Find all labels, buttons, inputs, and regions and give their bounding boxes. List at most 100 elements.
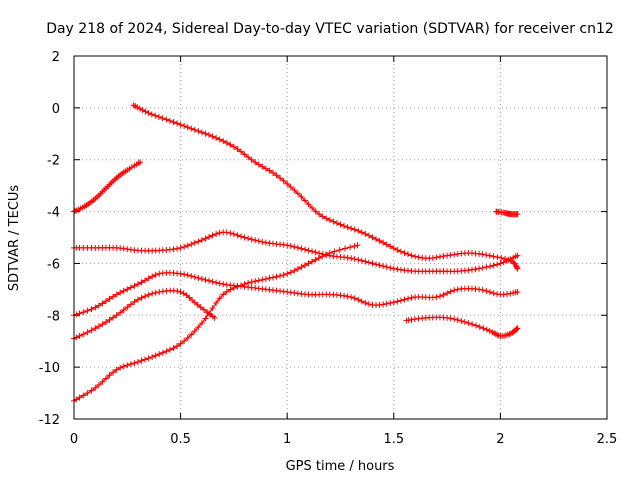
data-point-marker bbox=[84, 390, 91, 397]
data-point-marker bbox=[252, 159, 259, 166]
data-point-marker bbox=[319, 253, 326, 260]
data-point-marker bbox=[483, 264, 490, 271]
data-point-marker bbox=[294, 244, 301, 251]
data-point-marker bbox=[337, 221, 344, 228]
series-arc-6 bbox=[71, 242, 361, 404]
data-point-marker bbox=[127, 361, 134, 368]
data-point-marker bbox=[277, 272, 284, 279]
data-point-marker bbox=[344, 254, 351, 261]
data-point-marker bbox=[351, 255, 358, 262]
data-point-marker bbox=[195, 238, 202, 245]
data-point-marker bbox=[142, 108, 149, 115]
data-point-marker bbox=[152, 271, 159, 278]
data-point-marker bbox=[454, 316, 461, 323]
data-point-marker bbox=[333, 220, 340, 227]
data-point-marker bbox=[259, 163, 266, 170]
data-point-marker bbox=[198, 237, 205, 244]
data-point-marker bbox=[220, 138, 227, 145]
data-point-marker bbox=[92, 325, 99, 332]
data-point-marker bbox=[351, 226, 358, 233]
data-point-marker bbox=[315, 255, 322, 262]
data-point-marker bbox=[507, 256, 514, 263]
data-point-marker bbox=[252, 278, 259, 285]
data-point-marker bbox=[88, 306, 95, 313]
data-point-marker bbox=[255, 238, 262, 245]
data-point-marker bbox=[390, 245, 397, 252]
data-point-marker bbox=[195, 128, 202, 135]
data-point-marker bbox=[305, 260, 312, 267]
data-point-marker bbox=[156, 351, 163, 358]
data-point-marker bbox=[213, 134, 220, 141]
data-point-marker bbox=[512, 262, 519, 269]
data-point-marker bbox=[159, 349, 166, 356]
data-point-marker bbox=[195, 275, 202, 282]
data-point-marker bbox=[262, 165, 269, 172]
data-point-marker bbox=[331, 248, 338, 255]
data-point-marker bbox=[262, 239, 269, 246]
data-point-marker bbox=[351, 243, 358, 250]
data-point-marker bbox=[191, 239, 198, 246]
data-point-marker bbox=[138, 294, 145, 301]
data-point-marker bbox=[408, 316, 415, 323]
data-point-marker bbox=[184, 242, 191, 249]
data-point-marker bbox=[355, 256, 362, 263]
data-point-marker bbox=[124, 362, 131, 369]
data-point-marker bbox=[95, 323, 102, 330]
data-point-marker bbox=[497, 260, 504, 267]
data-point-marker bbox=[195, 324, 202, 331]
data-point-marker bbox=[142, 293, 149, 300]
x-tick-label: 2 bbox=[496, 432, 504, 447]
data-point-marker bbox=[194, 301, 201, 308]
data-point-marker bbox=[354, 242, 361, 249]
data-point-marker bbox=[149, 290, 156, 297]
data-point-marker bbox=[369, 260, 376, 267]
data-point-marker bbox=[487, 263, 494, 270]
data-point-marker bbox=[316, 211, 323, 218]
data-point-marker bbox=[341, 292, 348, 299]
data-point-marker bbox=[110, 369, 117, 376]
data-point-marker bbox=[120, 363, 127, 370]
data-point-marker bbox=[163, 116, 170, 123]
series-arc-7 bbox=[403, 314, 521, 340]
data-point-marker bbox=[230, 231, 237, 238]
data-point-marker bbox=[99, 321, 106, 328]
data-point-marker bbox=[280, 177, 287, 184]
y-axis-label: SDTVAR / TECUs bbox=[7, 185, 22, 292]
data-point-marker bbox=[80, 331, 87, 338]
data-point-marker bbox=[241, 281, 248, 288]
data-point-marker bbox=[269, 169, 276, 176]
data-point-marker bbox=[440, 253, 447, 260]
data-point-marker bbox=[365, 259, 372, 266]
grid bbox=[74, 56, 607, 419]
data-point-marker bbox=[216, 136, 223, 143]
data-point-marker bbox=[362, 299, 369, 306]
data-point-marker bbox=[95, 382, 102, 389]
y-tick-label: -10 bbox=[39, 361, 60, 376]
data-point-marker bbox=[408, 294, 415, 301]
y-tick-label: 0 bbox=[52, 102, 60, 117]
x-tick-label: 2.5 bbox=[597, 432, 618, 447]
data-point-marker bbox=[433, 254, 440, 261]
data-point-marker bbox=[454, 286, 461, 293]
data-point-marker bbox=[301, 262, 308, 269]
data-point-marker bbox=[358, 298, 365, 305]
x-axis-label: GPS time / hours bbox=[286, 459, 395, 474]
data-point-marker bbox=[137, 159, 144, 166]
data-point-marker bbox=[202, 315, 209, 322]
data-point-marker bbox=[149, 273, 156, 280]
data-point-marker bbox=[206, 234, 213, 241]
data-point-marker bbox=[120, 245, 127, 252]
data-point-marker bbox=[280, 271, 287, 278]
data-point-marker bbox=[202, 235, 209, 242]
data-point-marker bbox=[92, 384, 99, 391]
data-point-marker bbox=[198, 275, 205, 282]
series-arc-1 bbox=[130, 102, 521, 272]
data-point-marker bbox=[198, 320, 205, 327]
data-point-marker bbox=[355, 296, 362, 303]
data-point-marker bbox=[181, 271, 188, 278]
data-point-marker bbox=[223, 139, 230, 146]
data-point-marker bbox=[181, 243, 188, 250]
data-point-marker bbox=[110, 314, 117, 321]
data-point-marker bbox=[284, 270, 291, 277]
data-point-marker bbox=[120, 307, 127, 314]
